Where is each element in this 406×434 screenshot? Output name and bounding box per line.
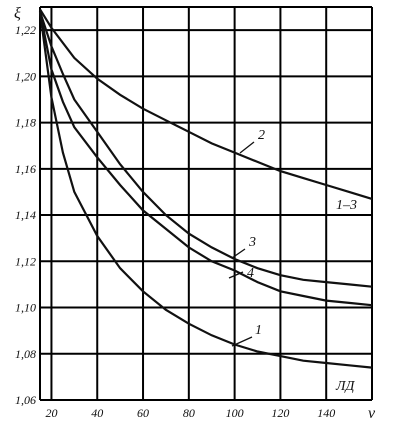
labels: 20 40 60 80 100 120 140 1,06 1,08 1,10 1,12 1,14 1,1…	[15, 23, 335, 420]
y-tick-label: 1,12	[15, 254, 36, 268]
y-tick-label: 1,18	[15, 116, 36, 130]
y-tick-label: 1,14	[15, 208, 36, 222]
curve-3	[38, 11, 373, 288]
x-tick-label: 80	[183, 406, 195, 420]
curve-3-leader	[231, 248, 246, 259]
curve-4-leader	[228, 271, 244, 279]
annotation-ld: ЛД	[335, 379, 355, 394]
curve-1	[38, 11, 373, 369]
grid-lines	[39, 6, 373, 401]
y-tick-label: 1,08	[15, 347, 36, 361]
curve-2-leader	[239, 141, 255, 154]
y-tick-label: 1,16	[15, 162, 36, 176]
x-tick-label: 140	[317, 406, 335, 420]
x-tick-label: 40	[91, 406, 103, 420]
curve-4	[38, 11, 373, 307]
annotation-curves-1-3: 1–3	[336, 198, 357, 213]
curve-1-leader	[231, 336, 253, 347]
x-tick-label: 60	[137, 406, 149, 420]
curve-2-label: 2	[258, 128, 265, 143]
y-tick-label: 1,20	[15, 69, 36, 83]
x-axis-label: v	[368, 405, 376, 422]
curve-2	[39, 8, 373, 200]
x-tick-label: 20	[45, 406, 57, 420]
y-tick-label: 1,10	[15, 301, 36, 315]
x-tick-label: 100	[226, 406, 244, 420]
curve-label-leaders	[228, 141, 255, 347]
curves	[38, 8, 373, 369]
curve-3-label: 3	[248, 235, 256, 250]
curve-4-label: 4	[247, 266, 254, 281]
y-axis-label: ξ	[14, 5, 21, 22]
x-tick-label: 120	[271, 406, 289, 420]
y-tick-label: 1,22	[15, 23, 36, 37]
curve-1-label: 1	[255, 323, 262, 338]
y-tick-label: 1,06	[15, 393, 36, 407]
